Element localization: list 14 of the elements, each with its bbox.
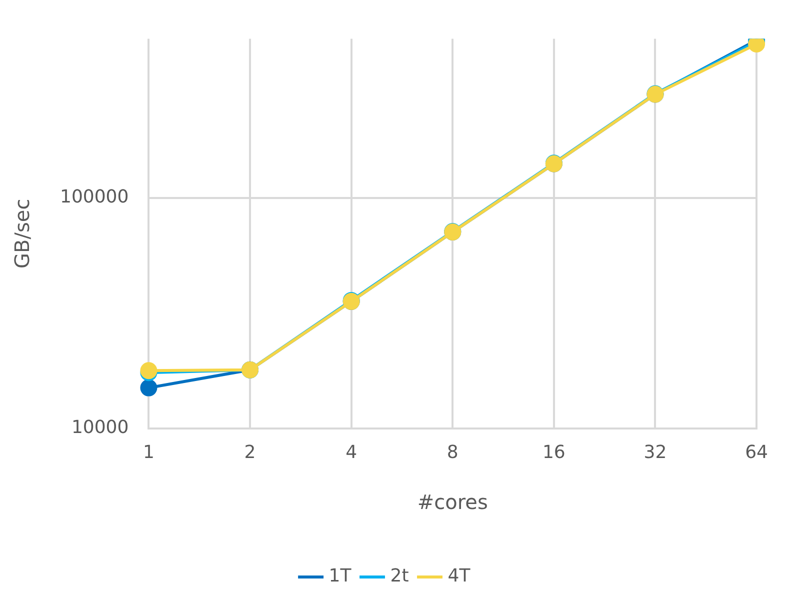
x-tick-label: 32: [644, 442, 667, 463]
x-tick-label: 4: [346, 442, 358, 463]
y-tick-label: 10000: [71, 417, 129, 438]
x-tick-label: 1: [142, 442, 154, 463]
legend-label: 4T: [448, 566, 472, 587]
y-axis-title: GB/sec: [10, 198, 34, 268]
x-tick-label: 2: [244, 442, 256, 463]
y-tick-label: 100000: [60, 186, 129, 208]
x-axis-title: #cores: [417, 490, 488, 514]
legend-label: 2t: [390, 566, 409, 587]
legend-label: 1T: [328, 566, 352, 587]
x-tick-label: 16: [542, 442, 566, 463]
x-tick-label: 64: [745, 442, 768, 463]
x-tick-label: 8: [446, 442, 458, 463]
